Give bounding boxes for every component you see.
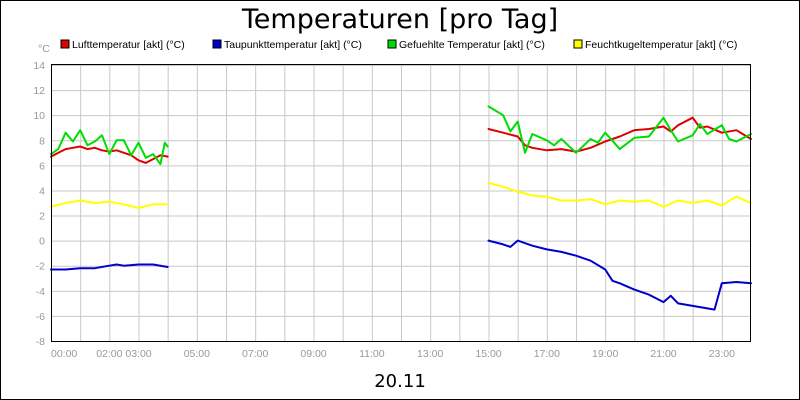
- plot-area-border: [51, 64, 751, 342]
- y-tick-label: 4: [39, 185, 45, 197]
- plot-series: [50, 105, 752, 311]
- series-line-4: [50, 199, 169, 209]
- x-tick-label: 15:00: [475, 348, 501, 360]
- y-tick-label: -6: [36, 311, 45, 323]
- legend-swatch-1: [60, 39, 70, 49]
- y-tick-label: -4: [36, 286, 45, 298]
- series-line-1: [487, 116, 752, 153]
- series-line-2: [50, 263, 169, 271]
- y-tick-label: 14: [33, 60, 45, 72]
- legend-label-1: Lufttemperatur [akt] (°C): [72, 39, 185, 51]
- series-line-4: [487, 181, 752, 208]
- x-tick-label: 03:00: [125, 348, 151, 360]
- legend-label-3: Gefuehlte Temperatur [akt] (°C): [399, 39, 545, 51]
- x-tick-label: 13:00: [417, 348, 443, 360]
- y-tick-label: 6: [39, 160, 45, 172]
- x-tick-label: 09:00: [300, 348, 326, 360]
- legend-swatch-4: [573, 39, 583, 49]
- y-tick-label: 10: [33, 110, 45, 122]
- y-tick-label: 8: [39, 135, 45, 147]
- series-line-2: [487, 239, 752, 311]
- y-tick-label: 12: [33, 85, 45, 97]
- x-tick-label: 07:00: [242, 348, 268, 360]
- x-axis-date-label: 20.11: [374, 371, 426, 392]
- y-axis-unit-label: °C: [38, 43, 50, 55]
- y-tick-label: -2: [36, 261, 45, 273]
- y-axis-ticks: 14 12 10 8 6 4 2 0 -2 -4 -6 -8: [33, 60, 45, 348]
- legend-swatch-2: [212, 39, 222, 49]
- x-tick-label: 17:00: [534, 348, 560, 360]
- x-axis-ticks: 00:00 02:00 03:00 05:00 07:00 09:00 11:00 13:00…: [51, 348, 735, 360]
- x-tick-label: 19:00: [592, 348, 618, 360]
- x-tick-label: 00:00: [51, 348, 77, 360]
- legend-swatch-3: [387, 39, 397, 49]
- x-tick-label: 02:00: [96, 348, 122, 360]
- x-tick-label: 05:00: [184, 348, 210, 360]
- legend-label-4: Feuchtkugeltemperatur [akt] (°C): [585, 39, 737, 51]
- chart-title: Temperaturen [pro Tag]: [241, 4, 558, 35]
- y-tick-label: 2: [39, 211, 45, 223]
- series-line-3: [487, 105, 752, 154]
- x-tick-label: 11:00: [359, 348, 385, 360]
- series-line-3: [50, 129, 169, 166]
- legend: Lufttemperatur [akt] (°C) Taupunkttempera…: [60, 39, 737, 51]
- y-tick-label: -8: [36, 336, 45, 348]
- x-tick-label: 23:00: [709, 348, 735, 360]
- x-tick-label: 21:00: [650, 348, 676, 360]
- y-tick-label: 0: [39, 236, 45, 248]
- legend-label-2: Taupunkttemperatur [akt] (°C): [224, 39, 362, 51]
- grid: [51, 65, 751, 342]
